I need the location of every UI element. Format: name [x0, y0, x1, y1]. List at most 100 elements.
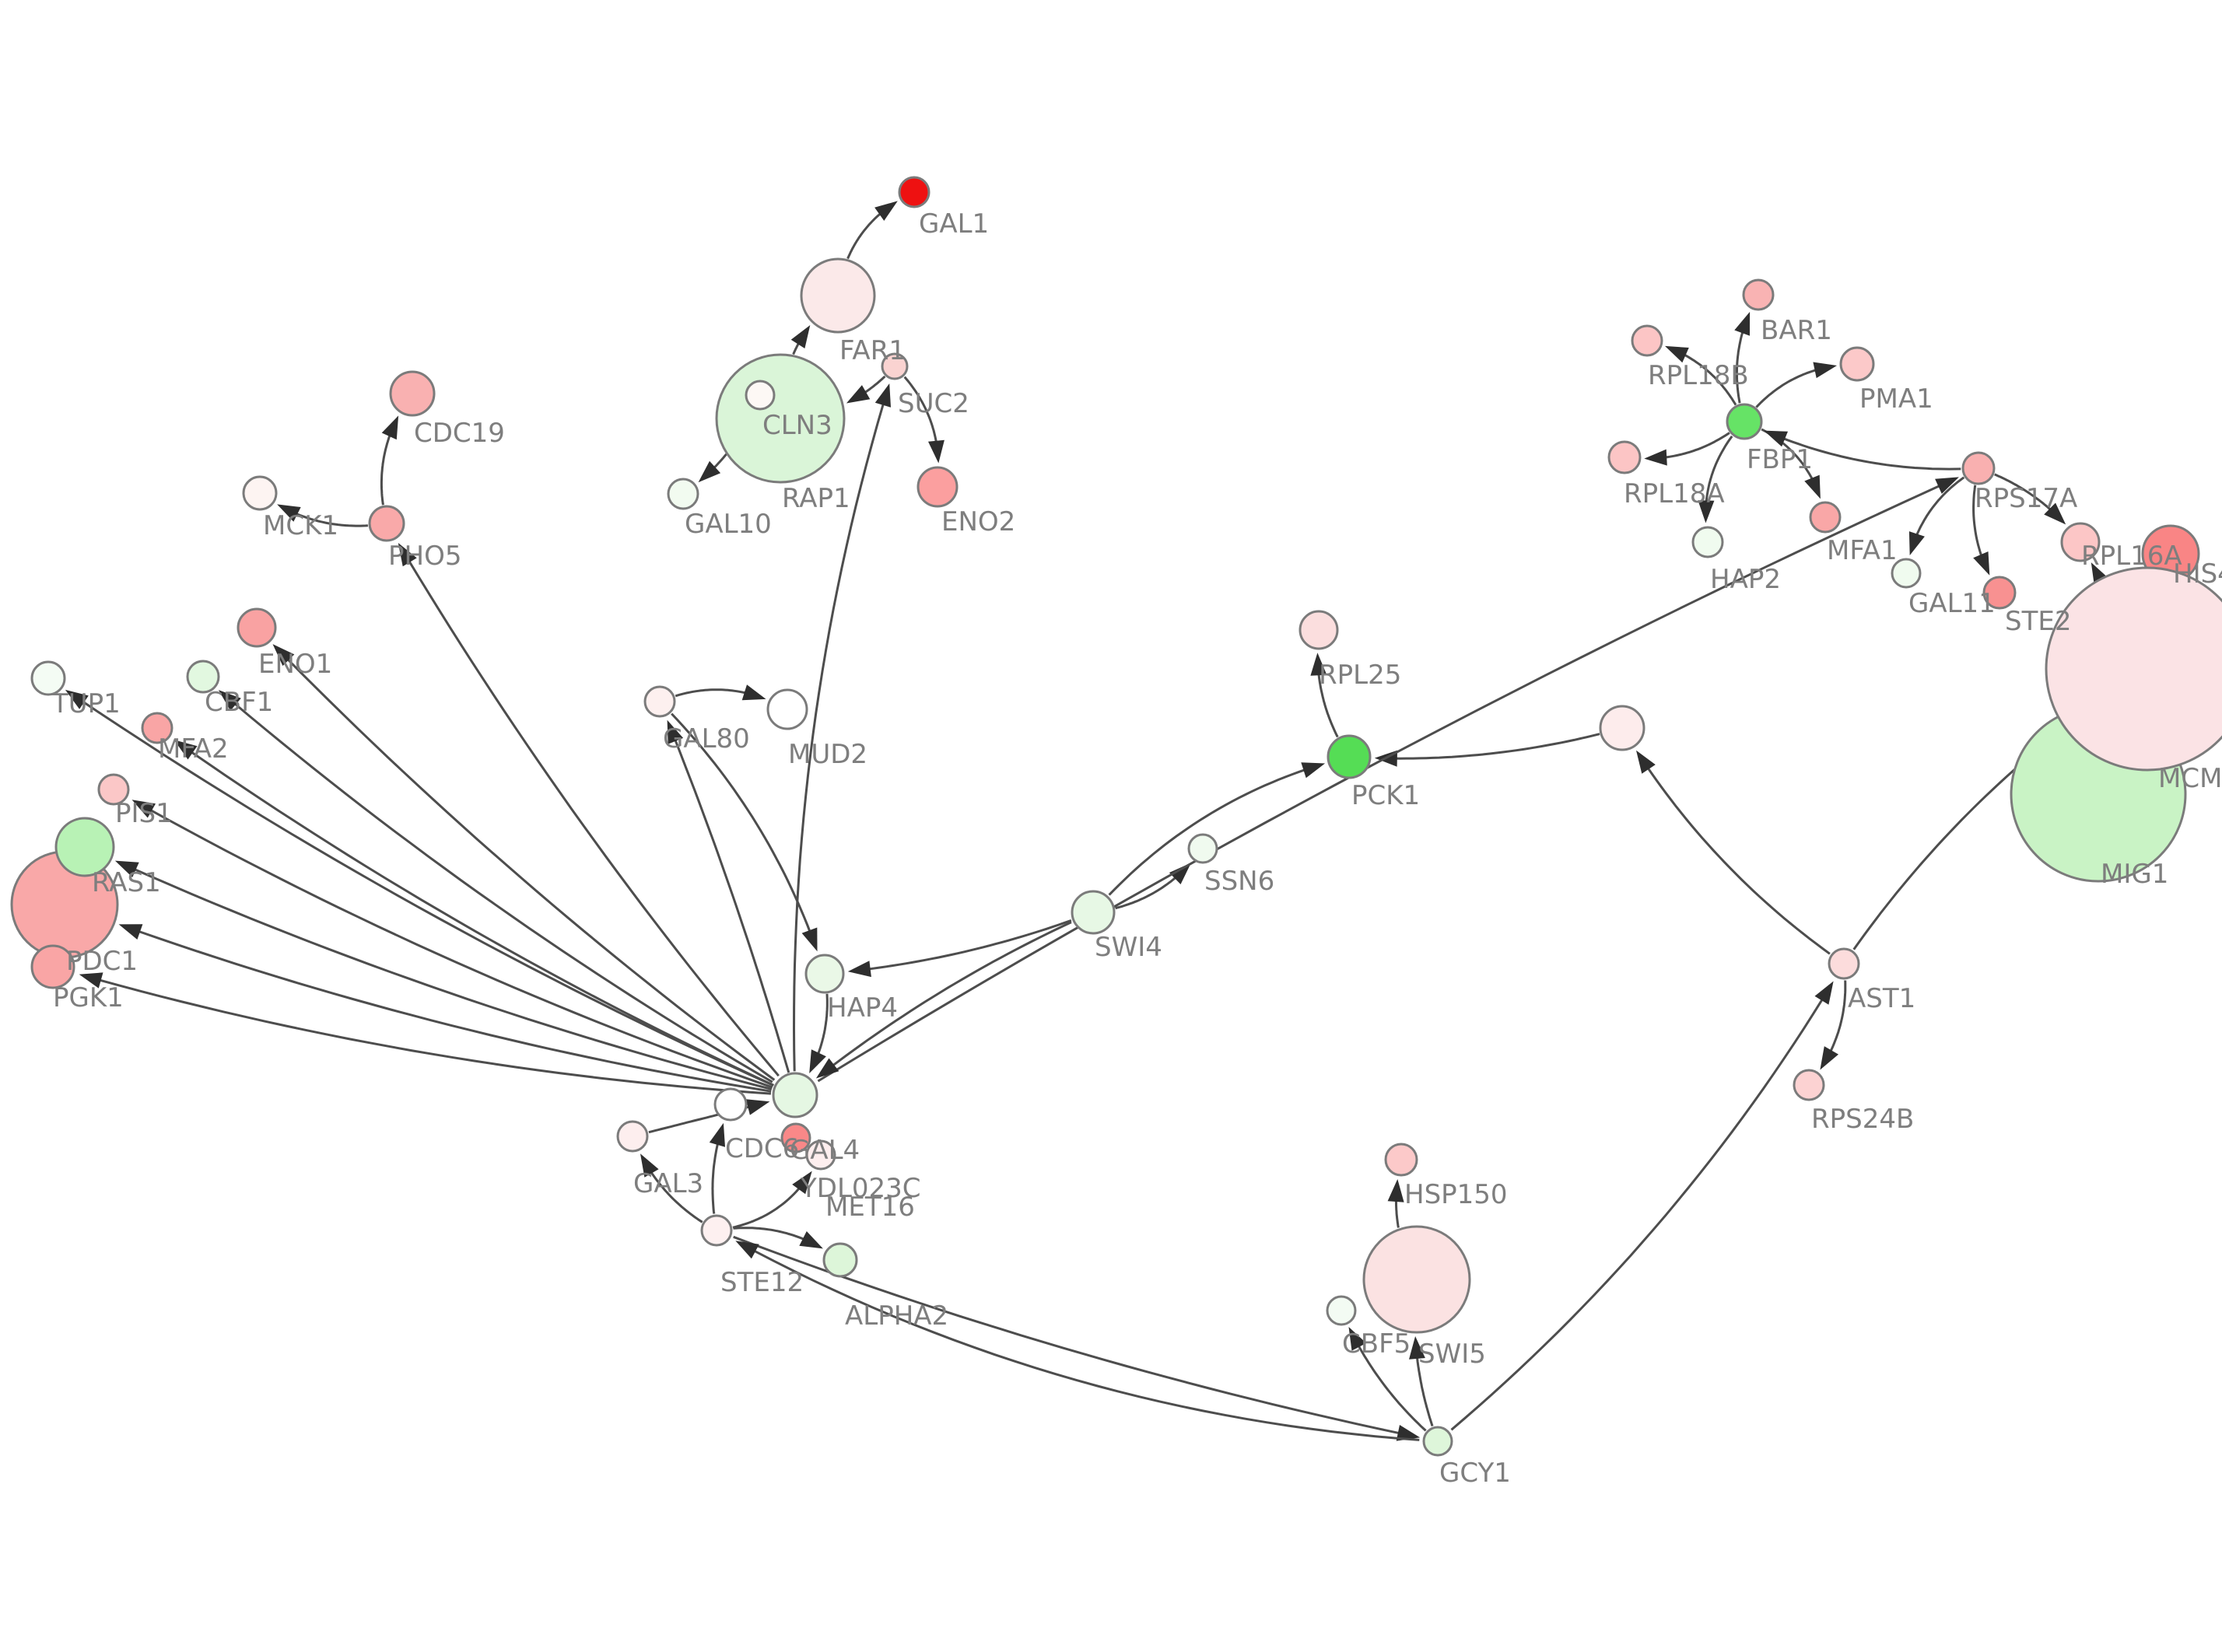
node-PGK1[interactable] — [30, 944, 75, 989]
edge-STE12-MET16[interactable] — [732, 1185, 802, 1229]
edge-SWI4-HAP4[interactable] — [866, 919, 1072, 971]
node-SWI4[interactable] — [1071, 890, 1116, 935]
node-ENO2[interactable] — [916, 466, 959, 508]
edge-GAL4-SUC2[interactable] — [792, 403, 885, 1072]
edge-RPS17A-RPL16A[interactable] — [1994, 473, 2054, 513]
node-MCM1[interactable] — [2045, 566, 2222, 772]
edge-GAL4-RAS1[interactable] — [134, 868, 773, 1090]
node-PIS1[interactable] — [97, 773, 130, 806]
node-GAL10[interactable] — [667, 478, 699, 510]
edge-AST1-RPS24B[interactable] — [1828, 980, 1847, 1055]
edge-GCY1-SWI5[interactable] — [1415, 1355, 1434, 1427]
edge-FBP1-RPL18A[interactable] — [1663, 432, 1730, 459]
node-TUP1[interactable] — [30, 660, 66, 696]
edge-AST1-NODE_X[interactable] — [1645, 765, 1831, 955]
edge-GAL4-PIS1[interactable] — [149, 808, 773, 1089]
edge-FAR1-GAL1[interactable] — [846, 211, 883, 260]
node-RPS24B[interactable] — [1793, 1069, 1825, 1101]
edge-FBP1-MFA1[interactable] — [1761, 428, 1815, 482]
node-GCY1[interactable] — [1422, 1426, 1453, 1457]
edge-GAL80-HAP4[interactable] — [671, 712, 812, 934]
edge-GCY1-AST1[interactable] — [1450, 997, 1824, 1431]
edge-PHO5-CDC19[interactable] — [380, 432, 392, 506]
edge-SWI5-HSP150[interactable] — [1394, 1198, 1400, 1228]
node-MUD2[interactable] — [766, 688, 808, 730]
edge-FBP1-PMA1[interactable] — [1755, 368, 1819, 408]
arrowhead-icon — [792, 1171, 812, 1195]
edge-SUC2-CLN3[interactable] — [861, 375, 886, 395]
node-BAR1[interactable] — [1742, 278, 1775, 311]
node-RPS17A[interactable] — [1961, 451, 1996, 485]
edge-SWI4-PCK1[interactable] — [1108, 768, 1307, 896]
edge-GAL80-MUD2[interactable] — [675, 688, 748, 698]
edge-GAL4-CBF1[interactable] — [233, 702, 773, 1083]
node-FBP1[interactable] — [1726, 403, 1763, 440]
node-HAP2[interactable] — [1691, 526, 1724, 558]
node-RAP1[interactable] — [745, 380, 776, 411]
edge-GAL4-MFA2[interactable] — [190, 751, 775, 1087]
node-GAL3[interactable] — [616, 1120, 649, 1153]
node-CLN3[interactable] — [715, 353, 846, 484]
node-ENO1[interactable] — [237, 607, 277, 648]
node-YDL023C[interactable] — [780, 1122, 811, 1153]
edge-AST1-MCM1[interactable] — [1852, 741, 2048, 950]
node-STE2[interactable] — [1982, 576, 2017, 610]
edge-HAP4-GAL4[interactable] — [815, 993, 829, 1057]
edge-STE12-ALPHA2[interactable] — [733, 1227, 807, 1241]
edge-GAL4-RPS17A[interactable] — [817, 485, 1940, 1083]
node-GAL1[interactable] — [898, 176, 931, 208]
node-SSN6[interactable] — [1187, 833, 1218, 864]
edge-STE12-GAL3[interactable] — [649, 1169, 703, 1223]
node-PMA1[interactable] — [1839, 346, 1875, 382]
node-MFA1[interactable] — [1809, 501, 1842, 534]
edge-RPS17A-GAL11[interactable] — [1915, 476, 1965, 538]
edge-FBP1-BAR1[interactable] — [1735, 329, 1745, 404]
node-GAL80[interactable] — [643, 685, 676, 718]
edge-GAL4-TUP1[interactable] — [82, 700, 774, 1087]
edge-GAL4-PGK1[interactable] — [99, 978, 772, 1095]
node-MCK1[interactable] — [242, 475, 278, 511]
edge-GCY1-STE12[interactable] — [753, 1249, 1420, 1441]
node-AST1[interactable] — [1828, 947, 1860, 980]
node-RPL18A[interactable] — [1607, 440, 1642, 474]
node-NODE_X[interactable] — [1599, 705, 1645, 751]
edge-RPS17A-FBP1[interactable] — [1781, 436, 1961, 471]
edge-GAL4-GAL80[interactable] — [673, 738, 790, 1073]
node-MET16[interactable] — [805, 1139, 836, 1171]
node-FAR1[interactable] — [800, 257, 876, 334]
node-CBF5[interactable] — [1326, 1295, 1357, 1326]
edge-SUC2-ENO2[interactable] — [903, 376, 938, 445]
edge-NODE_X-PCK1[interactable] — [1393, 733, 1600, 760]
node-SWI5[interactable] — [1362, 1225, 1471, 1334]
edge-STE12-CDC6[interactable] — [711, 1141, 720, 1214]
node-MFA2[interactable] — [141, 712, 173, 744]
node-ALPHA2[interactable] — [822, 1242, 858, 1278]
node-SUC2[interactable] — [881, 352, 909, 380]
node-CDC19[interactable] — [389, 370, 436, 417]
edge-SWI4-GAL4[interactable] — [831, 921, 1072, 1068]
edge-GAL4-PDC1[interactable] — [138, 930, 772, 1093]
node-RAS1[interactable] — [54, 817, 115, 877]
node-RPL18B[interactable] — [1631, 324, 1663, 357]
node-RPL25[interactable] — [1299, 610, 1339, 650]
node-HSP150[interactable] — [1384, 1143, 1418, 1177]
edge-FBP1-RPL18B[interactable] — [1681, 352, 1737, 406]
node-PCK1[interactable] — [1327, 734, 1372, 779]
node-CDC6[interactable] — [713, 1087, 748, 1122]
node-RPL16A[interactable] — [2060, 522, 2101, 562]
edge-SWI4-SSN6[interactable] — [1115, 875, 1179, 910]
node-HAP4[interactable] — [804, 954, 845, 994]
edge-PCK1-RPL25[interactable] — [1317, 671, 1339, 738]
node-CBF1[interactable] — [186, 660, 220, 694]
edge-PHO5-MCK1[interactable] — [293, 511, 368, 527]
edge-GAL4-ENO1[interactable] — [286, 657, 776, 1081]
node-STE12[interactable] — [700, 1214, 733, 1247]
edge-RPS17A-STE2[interactable] — [1972, 485, 1984, 559]
node-GAL11[interactable] — [1891, 558, 1922, 589]
edge-GCY1-CBF5[interactable] — [1356, 1343, 1427, 1432]
node-PHO5[interactable] — [368, 505, 405, 542]
node-GAL4[interactable] — [772, 1072, 818, 1118]
edge-FBP1-HAP2[interactable] — [1705, 436, 1733, 505]
edge-GAL4-PHO5[interactable] — [407, 558, 780, 1077]
